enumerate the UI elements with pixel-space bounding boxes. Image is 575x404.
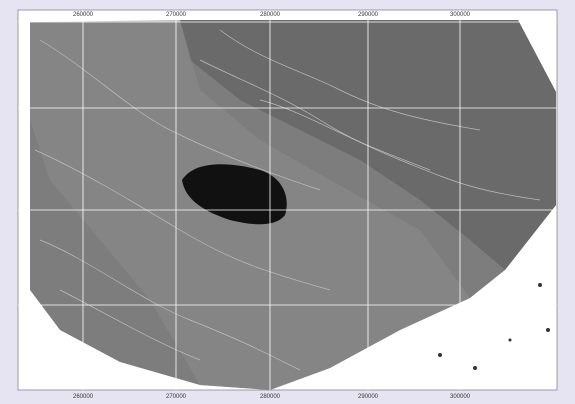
bottom-coordinate-label: 270000 [166,394,187,400]
contour-line [219,29,481,131]
coordinate-labels: 260000 260000 270000 270000 280000 280000 2900… [73,12,471,400]
marker [473,366,477,370]
bottom-coordinate-label: 280000 [260,394,281,400]
contours [34,29,541,371]
dark-patch [182,164,287,225]
top-coordinate-label: 270000 [166,12,187,18]
point-markers [438,283,550,370]
marker [538,283,542,287]
grid [18,10,557,390]
top-coordinate-label: 300000 [450,12,471,18]
marker [438,353,442,357]
contour-line [34,149,331,291]
bottom-coordinate-label: 300000 [450,394,471,400]
marker [546,328,550,332]
top-coordinate-label: 290000 [358,12,379,18]
marker [508,338,512,342]
contour-line [39,239,301,371]
bottom-coordinate-label: 290000 [358,394,379,400]
contour-line [259,99,541,201]
contour-line [39,39,321,191]
top-coordinate-label: 260000 [73,12,94,18]
contour-line [199,59,431,171]
bottom-coordinate-label: 260000 [73,394,94,400]
contour-line [59,289,201,361]
top-coordinate-label: 280000 [260,12,281,18]
